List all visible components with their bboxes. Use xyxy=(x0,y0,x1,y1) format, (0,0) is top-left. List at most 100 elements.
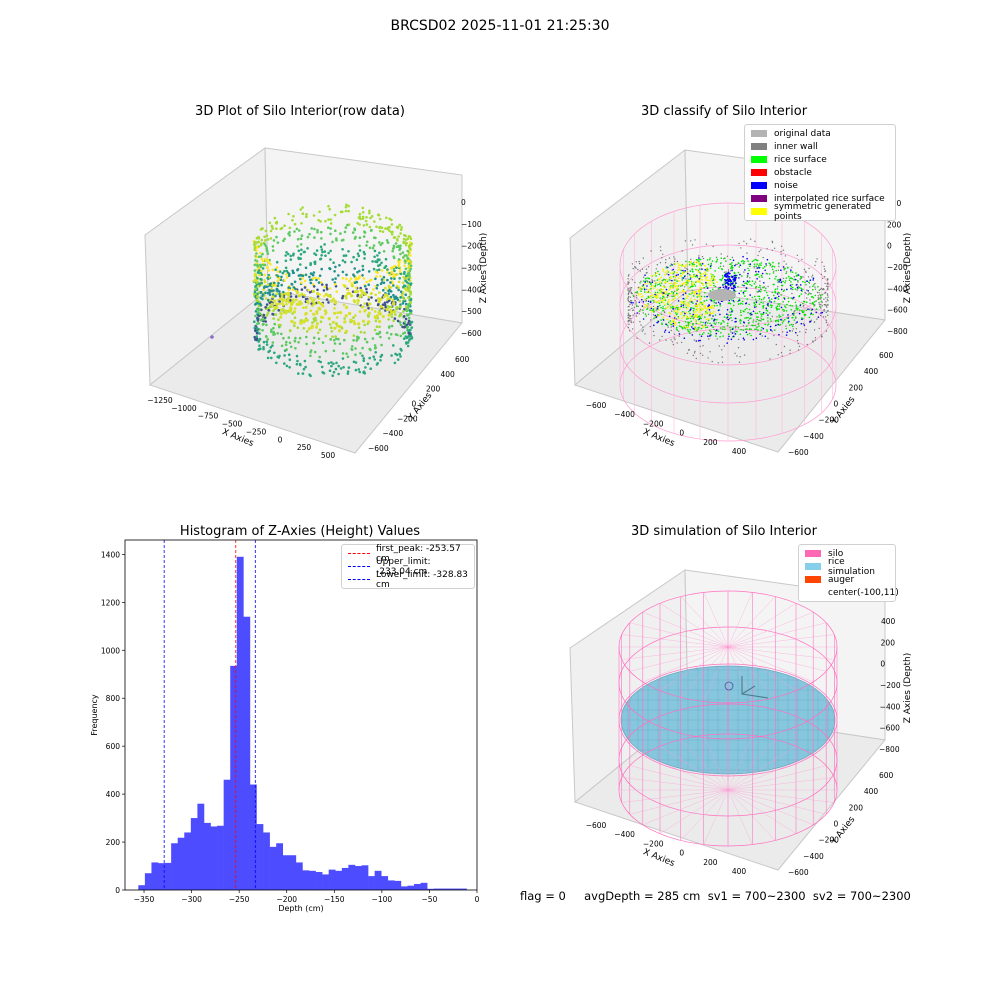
raw-point xyxy=(320,267,324,271)
raw-point xyxy=(397,288,400,292)
raw-point xyxy=(275,361,278,365)
raw-point xyxy=(408,243,412,247)
raw-point xyxy=(367,283,371,287)
raw-point xyxy=(405,305,408,309)
raw-point xyxy=(345,203,348,207)
raw-point xyxy=(323,250,327,253)
raw-point xyxy=(393,236,397,239)
raw-point xyxy=(258,344,261,348)
raw-point xyxy=(398,270,402,274)
raw-point xyxy=(356,252,360,255)
raw-point xyxy=(319,257,323,261)
raw-point xyxy=(305,215,308,218)
raw-point xyxy=(308,373,311,377)
raw-point xyxy=(283,354,286,357)
raw-point xyxy=(296,268,300,271)
raw-point xyxy=(285,348,289,351)
raw-point xyxy=(350,260,353,264)
raw-point xyxy=(354,368,358,372)
raw-point xyxy=(316,288,319,292)
raw-point xyxy=(388,273,392,277)
raw-point xyxy=(358,310,362,313)
raw-point xyxy=(361,346,364,350)
raw-point xyxy=(378,251,381,255)
raw-point xyxy=(358,223,361,226)
raw-point xyxy=(367,298,371,301)
raw-point xyxy=(407,319,411,323)
raw-point xyxy=(275,235,278,239)
raw-point xyxy=(280,283,284,287)
raw-point xyxy=(272,326,275,330)
raw-point xyxy=(378,291,381,294)
panel1-title: 3D Plot of Silo Interior(row data) xyxy=(195,104,405,119)
raw-point xyxy=(378,225,382,229)
raw-point xyxy=(379,243,383,247)
raw-point xyxy=(299,263,302,266)
raw-point xyxy=(399,347,403,351)
raw-point xyxy=(335,316,339,319)
raw-point xyxy=(337,329,342,333)
raw-point xyxy=(322,294,326,298)
raw-point xyxy=(342,254,346,257)
x-tick-label: 400 xyxy=(732,867,747,876)
legend-swatch xyxy=(805,550,821,557)
raw-point xyxy=(409,247,412,251)
raw-point xyxy=(291,288,295,291)
raw-point xyxy=(265,246,269,250)
raw-point xyxy=(274,294,277,298)
raw-point xyxy=(354,314,357,317)
raw-point xyxy=(299,277,302,281)
raw-point xyxy=(389,230,393,234)
panel1-axes xyxy=(144,147,463,454)
raw-point xyxy=(271,284,275,288)
raw-point xyxy=(365,216,368,219)
raw-point xyxy=(271,293,275,296)
raw-point xyxy=(256,285,260,288)
raw-point xyxy=(272,239,276,242)
raw-point xyxy=(265,343,269,346)
raw-point xyxy=(328,287,332,290)
raw-point xyxy=(404,259,407,263)
raw-point xyxy=(261,293,265,296)
raw-point xyxy=(390,267,393,270)
raw-point xyxy=(403,264,406,268)
raw-point xyxy=(264,259,268,262)
raw-point xyxy=(274,221,278,225)
raw-point xyxy=(297,341,300,344)
raw-point xyxy=(264,306,267,309)
raw-point xyxy=(322,289,326,292)
raw-point xyxy=(407,296,410,299)
legend-swatch xyxy=(805,576,821,583)
raw-point xyxy=(408,241,412,244)
raw-point xyxy=(401,296,405,299)
raw-point xyxy=(334,229,337,232)
raw-point xyxy=(383,303,387,307)
raw-point xyxy=(275,266,279,269)
raw-point xyxy=(378,331,382,335)
raw-point xyxy=(374,351,378,354)
raw-point xyxy=(376,258,380,261)
raw-point xyxy=(390,354,393,357)
raw-point xyxy=(325,298,329,301)
raw-point xyxy=(323,285,327,289)
raw-point xyxy=(398,321,402,324)
legend-entry: center(-100,11) xyxy=(799,586,899,599)
raw-point xyxy=(287,353,291,357)
raw-point xyxy=(330,364,333,368)
raw-point xyxy=(287,232,290,235)
raw-point xyxy=(377,213,380,216)
raw-point xyxy=(399,272,403,276)
raw-point xyxy=(353,228,357,232)
raw-point xyxy=(356,294,359,298)
raw-point xyxy=(378,217,382,221)
raw-point xyxy=(366,362,370,366)
raw-point xyxy=(339,367,343,370)
raw-point xyxy=(344,254,348,257)
raw-point xyxy=(263,279,266,282)
raw-point xyxy=(407,304,411,307)
raw-point xyxy=(373,255,376,259)
raw-point xyxy=(383,301,387,305)
raw-point xyxy=(362,357,366,360)
raw-point xyxy=(295,227,299,231)
raw-point xyxy=(270,356,273,360)
